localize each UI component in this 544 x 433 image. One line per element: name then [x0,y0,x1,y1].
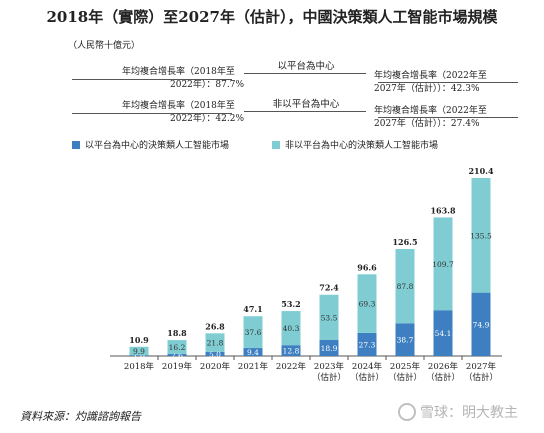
bar-non-platform [319,294,339,341]
bar-total-label: 26.8 [205,321,225,331]
x-tick-label: （估計） [426,372,460,383]
bar-label-non-platform: 135.5 [470,231,492,240]
bar-platform [243,348,263,356]
watermark: 雪球：明大教主 [398,402,518,422]
stacked-bar-chart: 1.09.9 10.9 2018年 2.616.2 18.8 2019年 5.0 21.8 26… [110,166,502,383]
x-tick-label: （估計） [312,372,346,383]
x-tick-label: 2020年 [200,361,231,372]
x-tick-label: 2019年 [162,361,193,372]
non-platform-hist-line [72,113,232,114]
bar-label-non-platform: 69.3 [359,300,376,309]
bar-total-label: 53.2 [281,299,300,309]
bar-platform [129,355,149,356]
unit-label: （人民幣十億元） [68,41,141,51]
bar-platform [205,351,225,356]
watermark-text: 雪球：明大教主 [420,405,518,421]
legend-non-platform: 非以平台為中心的決策類人工智能市場 [272,138,438,151]
bar-label-platform: 9.4 [247,348,259,357]
bar-total-label: 126.5 [392,237,417,247]
bar-platform [167,353,187,356]
x-tick-label: （估計） [350,372,384,383]
source-note: 資料來源：灼識諮詢報告 [20,410,141,423]
bar-label-non-platform: 9.9 [133,347,145,356]
platform-cagr-heading: 以平台為中心 [277,61,335,72]
bar-non-platform [205,333,225,352]
bar-label-platform: 5.0 [209,350,221,359]
x-tick-label: 2027年 [466,361,497,372]
bar-label-platform: 18.9 [321,344,338,353]
bar-platform [471,292,491,356]
x-tick-label: 2022年 [276,361,307,372]
legend-platform-label: 以平台為中心的決策類人工智能市場 [85,141,230,151]
bar-total-label: 210.4 [468,166,493,176]
bar-label-non-platform: 109.7 [432,260,454,269]
legend-non-platform-swatch [272,140,280,149]
platform-cagr-forecast: 年均複合增長率（2022年至 2027年（估計））：42.3% [374,71,487,94]
non-platform-cagr-forecast: 年均複合增長率（2022年至 2027年（估計））：27.4% [374,106,487,129]
non-platform-cagr-historical: 年均複合增長率（2018年至 2022年）：42.2% [122,101,244,124]
bar-label-non-platform: 21.8 [207,339,224,348]
x-tick-label: （估計） [388,372,422,383]
bar-label-non-platform: 53.5 [321,313,338,322]
bar-label-platform: 2.6 [171,351,183,360]
platform-hist-line [72,79,232,80]
bar-label-platform: 74.9 [473,320,490,329]
bar-label-platform: 27.3 [359,340,376,349]
bar-platform [395,323,415,356]
bar-total-label: 72.4 [319,283,339,293]
bar-label-non-platform: 40.3 [283,324,300,333]
legend-non-platform-label: 非以平台為中心的決策類人工智能市場 [285,141,439,151]
x-tick-label: （估計） [464,372,498,383]
x-tick-label: 2018年 [124,361,155,372]
non-platform-cagr-heading: 非以平台為中心 [272,99,340,110]
bar-non-platform [395,248,415,324]
bar-total-label: 163.8 [430,205,455,215]
chart-title: 2018年（實際）至2027年（估計），中國決策類人工智能市場規模 [46,8,498,26]
x-tick-label: 2023年 [314,361,345,372]
bar-label-platform: 38.7 [397,336,414,345]
bar-total-label: 47.1 [243,304,262,314]
legend-platform: 以平台為中心的決策類人工智能市場 [72,138,229,151]
bar-non-platform [243,316,263,349]
bar-non-platform [281,311,301,346]
bar-label-non-platform: 16.2 [169,343,186,352]
bar-label-platform: 1.0 [133,352,145,361]
bar-non-platform [167,340,187,354]
bar-platform [281,345,301,356]
bar-label-non-platform: 37.6 [245,328,262,337]
bar-total-label: 96.6 [357,262,377,272]
x-tick-label: 2026年 [428,361,459,372]
bar-platform [357,332,377,356]
legend-platform-swatch [72,140,80,149]
non-platform-cagr-divider [244,111,366,112]
bar-label-platform: 54.1 [435,329,452,338]
bar-total-label: 10.9 [129,335,149,345]
bar-label-platform: 12.8 [283,347,300,356]
snowball-logo-icon [398,403,416,421]
x-tick-label: 2021年 [238,361,269,372]
bar-non-platform [433,217,453,311]
bar-non-platform [471,178,491,293]
non-platform-fore-line [378,117,518,118]
bar-total-label: 18.8 [167,328,187,338]
x-tick-label: 2024年 [352,361,383,372]
bar-label-non-platform: 87.8 [397,282,414,291]
platform-cagr-divider [244,73,366,74]
bar-non-platform [129,346,149,356]
platform-cagr-historical: 年均複合增長率（2018年至 2022年）：87.7% [122,67,244,90]
bar-platform [433,310,453,356]
x-tick-label: 2025年 [390,361,421,372]
bar-platform [319,340,339,356]
bar-non-platform [357,274,377,333]
platform-fore-line [378,82,518,83]
